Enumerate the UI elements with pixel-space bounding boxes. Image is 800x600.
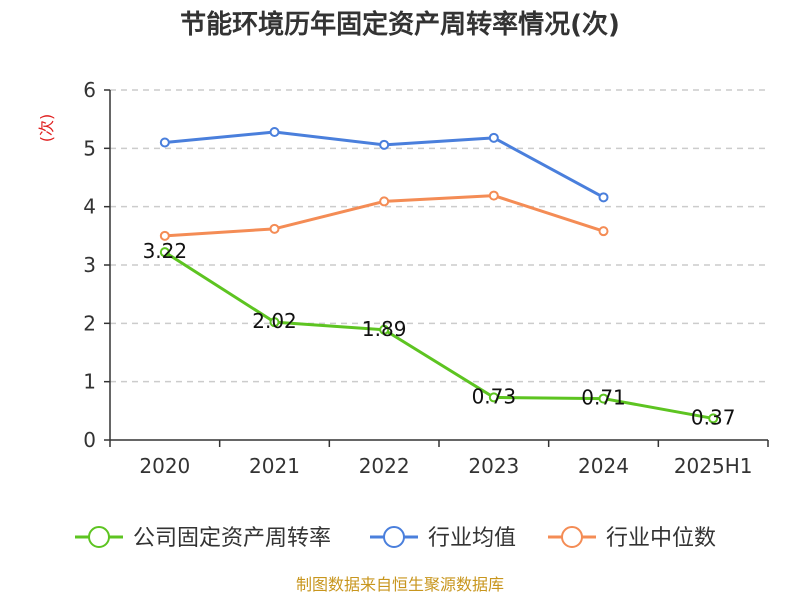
y-tick-label: 6: [83, 78, 96, 102]
legend-swatch-marker: [88, 526, 110, 548]
y-tick-label: 1: [83, 370, 96, 394]
data-point[interactable]: [598, 393, 609, 404]
data-point[interactable]: [379, 139, 390, 150]
series-lines: [159, 127, 719, 424]
x-tick-label: 2022: [359, 454, 410, 478]
data-point[interactable]: [488, 392, 499, 403]
data-label: 0.73: [472, 384, 517, 408]
data-point[interactable]: [488, 190, 499, 201]
data-point[interactable]: [708, 413, 719, 424]
legend-label[interactable]: 行业中位数: [606, 526, 716, 551]
x-tick-label: 2020: [139, 454, 190, 478]
legend-swatch-marker: [561, 526, 583, 548]
y-tick-label: 5: [83, 136, 96, 160]
y-axis-label: (次): [37, 114, 56, 143]
y-tick-label: 3: [83, 253, 96, 277]
x-tick-label: 2021: [249, 454, 300, 478]
data-label: 3.22: [143, 239, 188, 263]
legend-label[interactable]: 行业均值: [428, 526, 516, 551]
data-point[interactable]: [159, 137, 170, 148]
y-tick-label: 4: [83, 195, 96, 219]
axes: 0 1 2 3 4 5 6 2020 2021 2022 2023 2024 2025H1: [83, 78, 769, 478]
y-tick-label: 0: [83, 428, 96, 452]
data-point[interactable]: [598, 192, 609, 203]
series-line-0: [164, 250, 714, 420]
data-point[interactable]: [159, 247, 170, 258]
x-tick-label: 2023: [468, 454, 519, 478]
y-tick-label: 2: [83, 311, 96, 335]
data-point[interactable]: [598, 226, 609, 237]
x-tick-label: 2024: [578, 454, 629, 478]
data-point[interactable]: [269, 317, 280, 328]
data-label: 0.71: [581, 386, 626, 410]
data-labels: 3.22 2.02 1.89 0.73 0.71 0.37: [143, 239, 736, 429]
data-label: 1.89: [362, 317, 407, 341]
data-point[interactable]: [488, 132, 499, 143]
legend: 公司固定资产周转率 行业均值 行业中位数: [75, 526, 716, 551]
legend-swatch-marker: [383, 526, 405, 548]
legend-label[interactable]: 公司固定资产周转率: [133, 526, 331, 551]
data-point[interactable]: [159, 230, 170, 241]
data-point[interactable]: [269, 223, 280, 234]
data-point[interactable]: [269, 127, 280, 137]
x-tick-label: 2025H1: [674, 454, 753, 478]
data-point[interactable]: [379, 196, 390, 207]
data-label: 2.02: [252, 309, 297, 333]
data-point[interactable]: [379, 324, 390, 335]
source-note: 制图数据来自恒生聚源数据库: [296, 575, 504, 594]
grid-lines: [110, 89, 768, 383]
data-label: 0.37: [691, 405, 736, 429]
chart-title: 节能环境历年固定资产周转率情况(次): [180, 9, 620, 40]
